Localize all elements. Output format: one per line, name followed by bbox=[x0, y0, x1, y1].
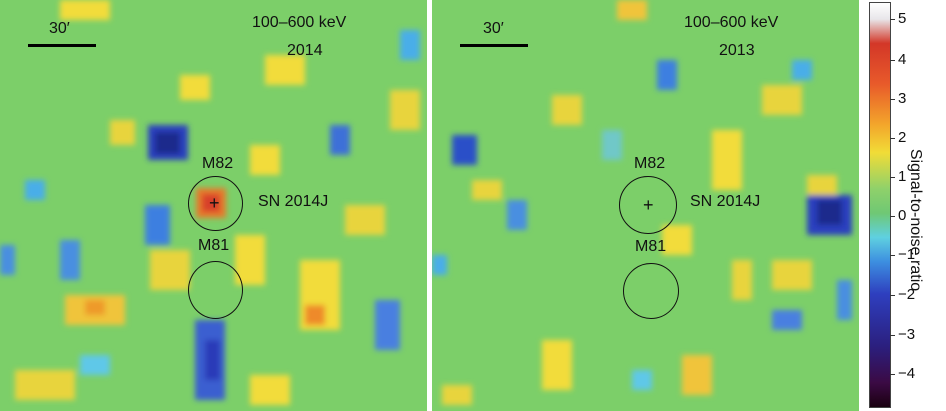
colorbar-tick bbox=[890, 19, 895, 20]
colorbar-tick bbox=[890, 216, 895, 217]
colorbar bbox=[869, 2, 891, 408]
scale-bar bbox=[460, 44, 528, 47]
m82-circle bbox=[188, 176, 243, 231]
scale-bar-label: 30′ bbox=[483, 20, 504, 37]
m81-circle bbox=[188, 261, 243, 319]
colorbar-tick-label: −4 bbox=[898, 365, 916, 382]
colorbar-tick bbox=[890, 374, 895, 375]
colorbar-tick-label: 3 bbox=[898, 90, 907, 107]
snr-map-2014: 30′ 100–600 keV 2014 M82 + SN 2014J M81 bbox=[0, 0, 427, 411]
scale-bar-label: 30′ bbox=[49, 20, 70, 37]
sn-position-marker-icon: + bbox=[643, 195, 654, 215]
energy-band-label: 100–600 keV bbox=[252, 14, 347, 31]
m82-label: M82 bbox=[202, 155, 234, 172]
year-label: 2014 bbox=[287, 42, 323, 59]
sn-position-marker-icon: + bbox=[209, 193, 220, 213]
colorbar-tick-label: 0 bbox=[898, 207, 907, 224]
colorbar-tick-label: −2 bbox=[898, 286, 916, 303]
m81-label: M81 bbox=[198, 237, 230, 254]
colorbar-tick-label: 1 bbox=[898, 168, 907, 185]
colorbar-tick-label: 4 bbox=[898, 51, 907, 68]
colorbar-tick bbox=[890, 60, 895, 61]
m81-label: M81 bbox=[635, 238, 667, 255]
colorbar-tick bbox=[890, 177, 895, 178]
snr-map-2013: 30′ 100–600 keV 2013 M82 + SN 2014J M81 bbox=[432, 0, 859, 411]
snr-map-2013-heatmap bbox=[432, 0, 852, 405]
scale-bar bbox=[28, 44, 96, 47]
colorbar-tick bbox=[890, 99, 895, 100]
sn-label: SN 2014J bbox=[690, 193, 761, 210]
year-label: 2013 bbox=[719, 42, 755, 59]
colorbar-tick-label: −1 bbox=[898, 246, 916, 263]
colorbar-tick bbox=[890, 138, 895, 139]
energy-band-label: 100–600 keV bbox=[684, 14, 779, 31]
colorbar-tick bbox=[890, 295, 895, 296]
colorbar-tick-label: 2 bbox=[898, 129, 907, 146]
m82-circle bbox=[619, 176, 677, 234]
colorbar-tick bbox=[890, 255, 895, 256]
sn-label: SN 2014J bbox=[258, 193, 329, 210]
colorbar-tick bbox=[890, 335, 895, 336]
m81-circle bbox=[623, 263, 679, 319]
colorbar-title: Signal-to-noise ratio bbox=[907, 148, 924, 292]
m82-label: M82 bbox=[634, 155, 666, 172]
colorbar-tick-label: −3 bbox=[898, 326, 916, 343]
colorbar-tick-label: 5 bbox=[898, 10, 907, 27]
